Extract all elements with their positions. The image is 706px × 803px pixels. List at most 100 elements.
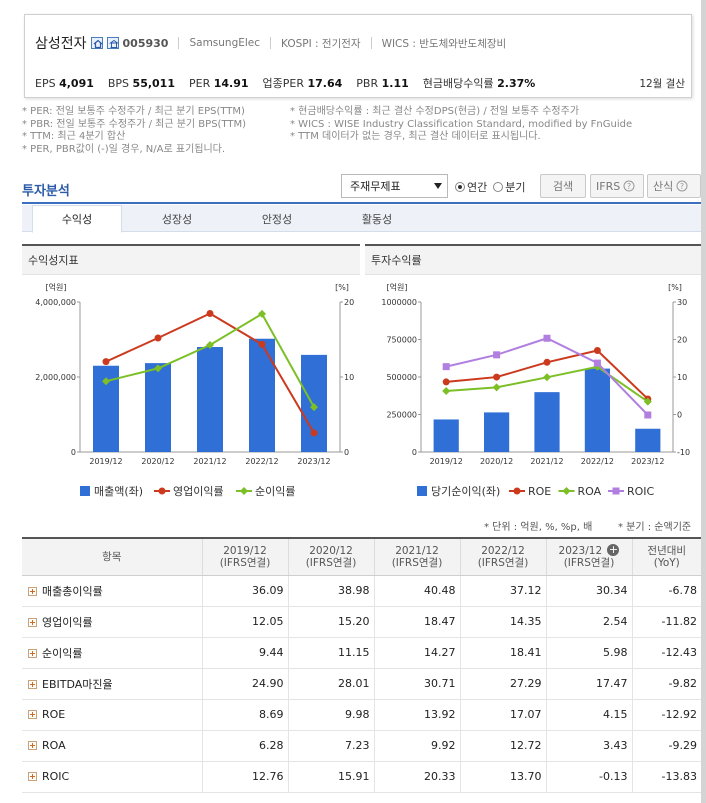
expand-icon[interactable] [28, 710, 37, 719]
cell-yoy: -11.82 [631, 606, 701, 638]
cell-value: 17.47 [545, 668, 632, 700]
notes-left: * PER: 전일 보통주 수정주가 / 최근 분기 EPS(TTM) * PB… [22, 106, 246, 156]
x-tick-label: 2021/12 [530, 457, 563, 466]
col-header-2023: 2023/12 + (IFRS연결) [545, 537, 632, 576]
tab-growth[interactable]: 성장성 [161, 212, 193, 226]
divider [178, 37, 180, 49]
stat-per: PER 14.91 [189, 76, 249, 90]
series-point [593, 346, 601, 354]
tab-profitability[interactable]: 수익성 [32, 205, 122, 233]
stat-dividend-yield: 현금배당수익률 2.37% [422, 77, 536, 90]
cell-value: 13.92 [373, 699, 460, 731]
row-label[interactable]: ROA [22, 730, 202, 762]
note-line: * TTM 데이터가 없는 경우, 최근 결산 데이터로 표시됩니다. [290, 131, 541, 142]
cell-value: 12.05 [201, 606, 288, 638]
expand-icon[interactable] [28, 648, 37, 658]
svg-text:?: ? [680, 182, 684, 191]
radio-annual-label[interactable]: 연간 [467, 181, 488, 194]
tab-stability[interactable]: 안정성 [261, 212, 293, 226]
left-tick-label: 500000 [386, 373, 417, 382]
right-tick-label: 0 [677, 411, 682, 420]
cell-value: 8.69 [201, 699, 288, 731]
bar [145, 363, 171, 452]
panel-profitability-title: 수익성지표 [22, 244, 360, 275]
section-title: 투자분석 [22, 184, 70, 199]
tab-activity[interactable]: 활동성 [361, 212, 393, 226]
legend-label: 당기순이익(좌) [431, 485, 500, 498]
radio-quarter-label[interactable]: 분기 [505, 181, 526, 194]
panel-returns-title: 투자수익률 [365, 244, 701, 275]
right-tick-label: 20 [344, 298, 354, 307]
cell-value: 18.47 [373, 606, 460, 638]
statement-type-select[interactable]: 주재무제표 [341, 174, 448, 198]
series-point [154, 364, 162, 373]
row-label[interactable]: ROIC [22, 761, 202, 793]
search-button[interactable]: 검색 [540, 174, 586, 198]
cell-value: 7.23 [287, 730, 374, 762]
cell-yoy: -6.78 [631, 575, 701, 607]
table-row: 순이익률 9.44 11.15 14.27 18.41 5.98 -12.43 [22, 637, 701, 669]
cell-value: 14.35 [459, 606, 546, 638]
series-point [102, 377, 110, 386]
ifrs-button[interactable]: IFRS ? [590, 174, 644, 198]
expand-icon[interactable] [28, 772, 37, 781]
table-row: EBITDA마진율 24.90 28.01 30.71 27.29 17.47 -9.82 [22, 668, 701, 700]
legend-swatch [80, 486, 90, 496]
select-value: 주재무제표 [350, 180, 401, 193]
cell-yoy: -9.82 [631, 668, 701, 700]
cell-value: 37.12 [459, 575, 546, 607]
legend-label: 매출액(좌) [94, 485, 143, 498]
settlement-month: 12월 결산 [639, 77, 685, 90]
expand-icon[interactable] [28, 617, 37, 627]
row-label[interactable]: 순이익률 [22, 637, 202, 669]
expand-icon[interactable] [28, 679, 37, 689]
stat-sector-per: 업종PER 17.64 [262, 77, 343, 90]
english-name: SamsungElec [189, 37, 261, 49]
table-row: ROA 6.28 7.23 9.92 12.72 3.43 -9.29 [22, 730, 701, 762]
row-label[interactable]: EBITDA마진율 [22, 668, 202, 700]
legend-marker [158, 487, 166, 495]
right-tick-label: 10 [677, 373, 687, 382]
right-unit-label: [%] [668, 283, 682, 292]
scrollbar[interactable] [701, 0, 706, 803]
series-point [644, 411, 652, 419]
series-point [310, 403, 318, 412]
note-line: * TTM: 최근 4분기 합산 [22, 131, 126, 142]
radio-annual[interactable] [455, 182, 465, 192]
expand-columns-icon[interactable]: + [607, 543, 620, 557]
left-unit-label: [억원] [387, 282, 408, 292]
row-name: 순이익률 [42, 646, 83, 660]
series-point [206, 340, 214, 349]
cell-value: 14.27 [373, 637, 460, 669]
row-label[interactable]: ROE [22, 699, 202, 731]
row-label[interactable]: 영업이익률 [22, 606, 202, 638]
row-label[interactable]: 매출총이익률 [22, 575, 202, 607]
bar [197, 347, 223, 452]
cell-yoy: -13.83 [631, 761, 701, 793]
formula-button[interactable]: 산식 ? [647, 174, 701, 198]
radio-quarter[interactable] [493, 182, 504, 192]
legend-label: 영업이익률 [173, 485, 224, 498]
expand-icon[interactable] [28, 741, 37, 750]
home-icon[interactable] [90, 37, 103, 49]
expand-icon[interactable] [28, 586, 37, 596]
col-header-yoy: 전년대비 (YoY) [631, 537, 701, 576]
divider [270, 37, 272, 49]
series-point [154, 334, 162, 342]
legend-label: 순이익률 [255, 485, 295, 498]
bar [433, 419, 459, 452]
x-tick-label: 2021/12 [193, 457, 226, 466]
x-tick-label: 2022/12 [581, 457, 614, 466]
series-point [543, 358, 551, 366]
returns-chart: [억원] [%] 1000000 750000 500000 250000 0 30 20 10 0… [381, 282, 690, 498]
cell-value: 4.15 [545, 699, 632, 731]
left-tick-label: 0 [412, 448, 417, 457]
formula-label: 산식 [653, 180, 674, 193]
right-tick-label: -10 [677, 448, 690, 457]
left-tick-label: 4,000,000 [35, 298, 76, 307]
legend-marker [513, 487, 521, 495]
building-icon[interactable] [106, 37, 119, 49]
row-name: ROA [42, 739, 66, 752]
series-point [543, 373, 551, 382]
cell-value: 18.41 [459, 637, 546, 669]
